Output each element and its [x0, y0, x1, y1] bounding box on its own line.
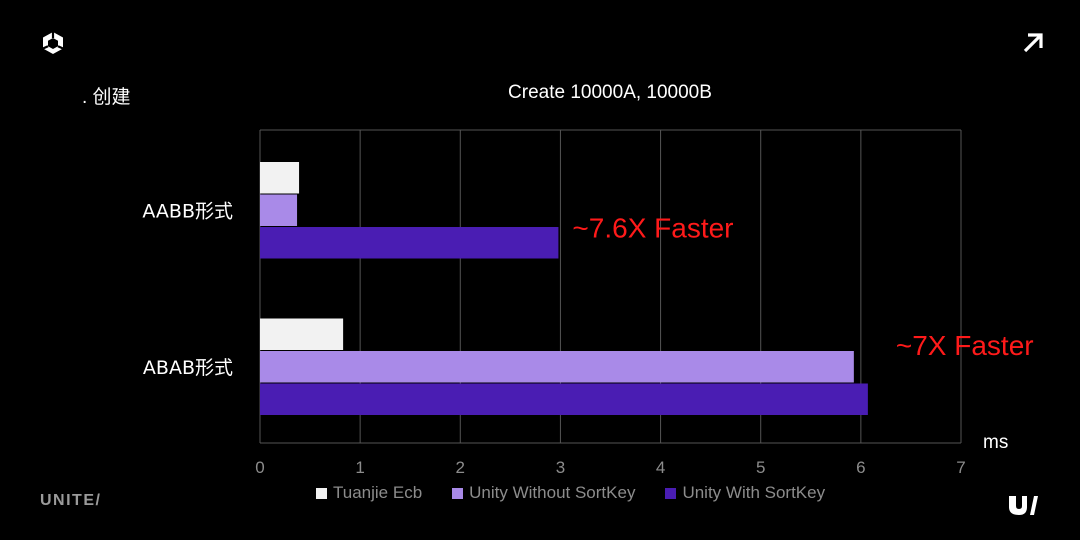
legend-item-tuanjie-ecb: Tuanjie Ecb: [316, 483, 422, 503]
legend-swatch-unity-with-sortkey: [665, 487, 677, 499]
x-tick-label: 0: [255, 458, 264, 477]
x-tick-label: 6: [856, 458, 865, 477]
bar: [260, 318, 344, 350]
legend: Tuanjie Ecb Unity Without SortKey Unity …: [316, 483, 855, 503]
x-tick-label: 4: [656, 458, 665, 477]
u-logo-icon: [1009, 496, 1038, 515]
section-label: . 创建: [82, 87, 131, 108]
bar: [260, 351, 854, 383]
annotation-label: ~7X Faster: [896, 330, 1034, 361]
legend-swatch-tuanjie-ecb: [316, 487, 327, 499]
y-category-label: AABB形式: [142, 200, 233, 222]
brand-wordmark: UNITE/: [40, 492, 102, 509]
x-tick-label: 2: [456, 458, 465, 477]
x-axis-label: ms: [983, 432, 1008, 453]
bar: [260, 194, 298, 226]
chart-title: Create 10000A, 10000B: [508, 82, 712, 103]
legend-label-unity-with-sortkey: Unity With SortKey: [682, 483, 826, 502]
bar: [260, 227, 559, 259]
x-tick-label: 1: [355, 458, 364, 477]
annotation-label: ~7.6X Faster: [572, 212, 733, 243]
unity-cube-logo-icon: [42, 32, 64, 54]
legend-label-tuanjie-ecb: Tuanjie Ecb: [333, 483, 423, 502]
legend-label-unity-without-sortkey: Unity Without SortKey: [469, 483, 636, 502]
bar: [260, 162, 300, 194]
x-tick-label: 7: [956, 458, 965, 477]
x-tick-label: 3: [556, 458, 565, 477]
y-category-label: ABAB形式: [143, 357, 233, 379]
legend-item-unity-with-sortkey: Unity With SortKey: [665, 483, 825, 503]
arrow-up-right-icon: [1023, 33, 1043, 53]
x-tick-label: 5: [756, 458, 765, 477]
legend-swatch-unity-without-sortkey: [452, 487, 464, 499]
bar: [260, 383, 868, 415]
legend-item-unity-without-sortkey: Unity Without SortKey: [452, 483, 635, 503]
